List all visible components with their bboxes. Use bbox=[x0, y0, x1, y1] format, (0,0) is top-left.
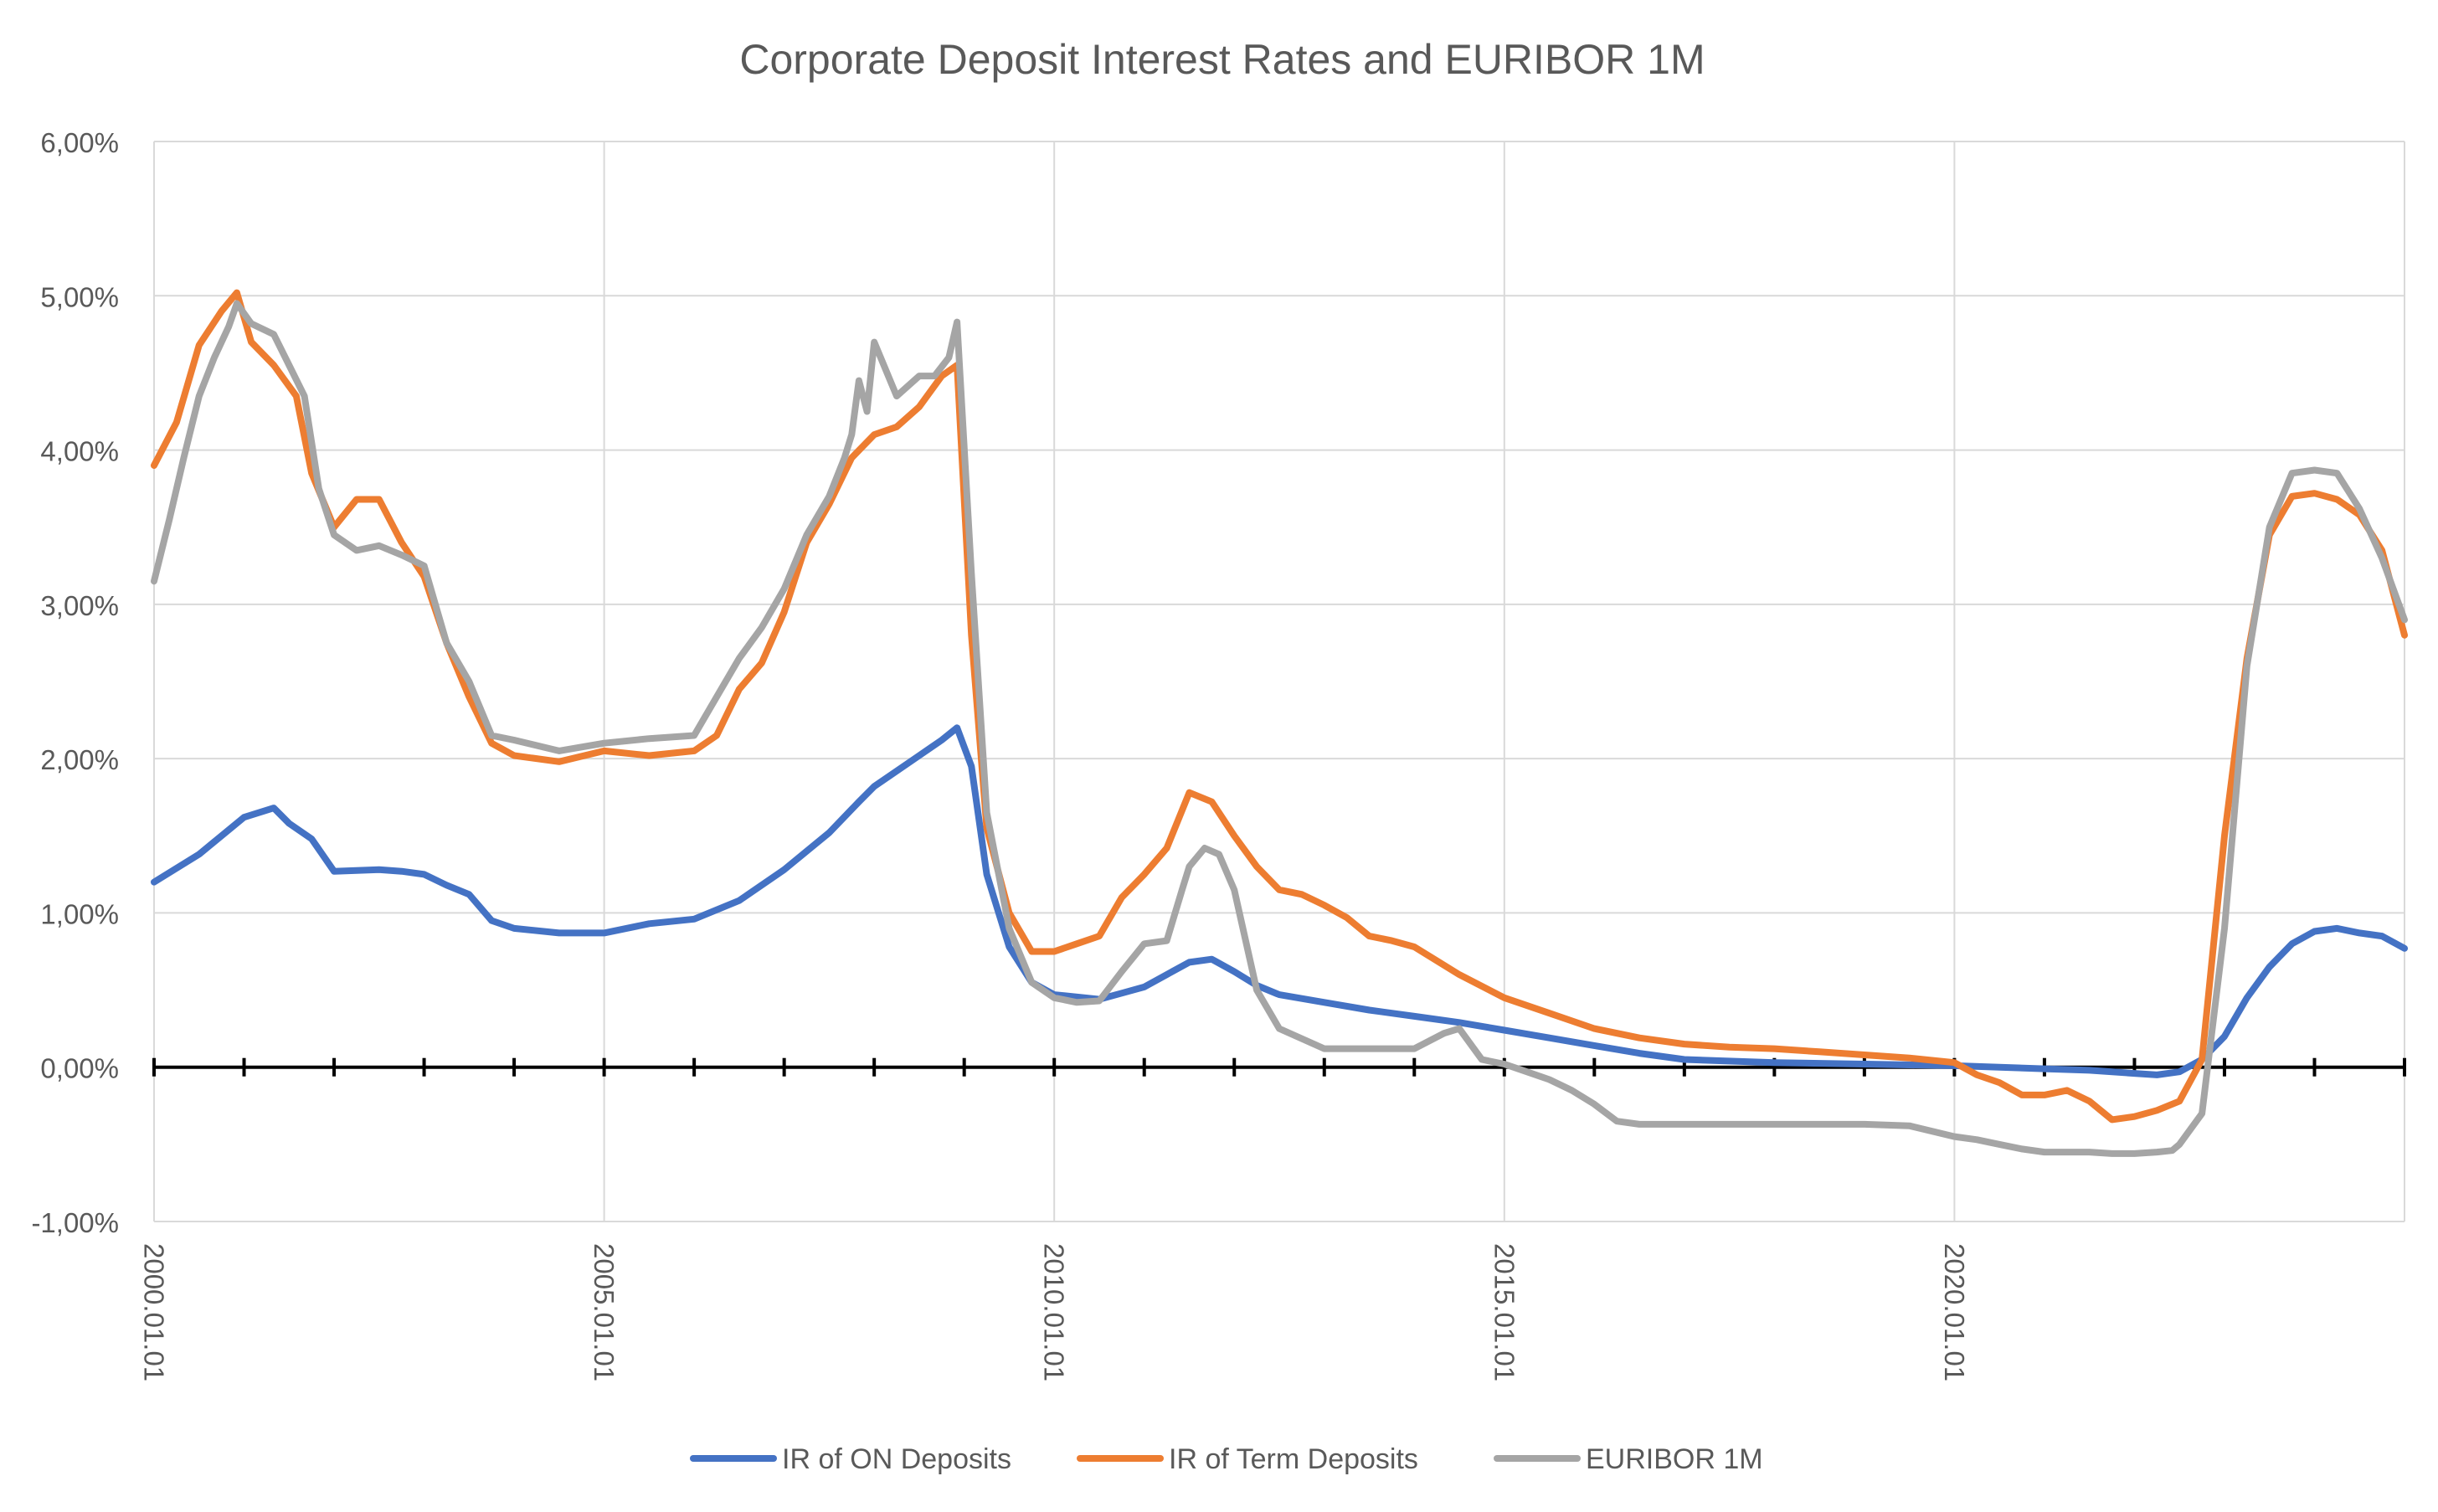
x-tick-label: 2000.01.01 bbox=[138, 1243, 169, 1381]
legend-label: EURIBOR 1M bbox=[1586, 1443, 1763, 1475]
y-tick-label: 3,00% bbox=[40, 590, 119, 621]
x-tick-label: 2020.01.01 bbox=[1939, 1243, 1970, 1381]
series-lines bbox=[151, 289, 2408, 1157]
legend-label: IR of Term Deposits bbox=[1169, 1443, 1418, 1475]
y-tick-label: 5,00% bbox=[40, 281, 119, 312]
y-tick-label: 4,00% bbox=[40, 436, 119, 467]
legend: IR of ON Deposits IR of Term Deposits EURI… bbox=[690, 1443, 1763, 1475]
legend-label: IR of ON Deposits bbox=[782, 1443, 1011, 1475]
y-tick-label: 6,00% bbox=[40, 127, 119, 158]
series-line-ir-of-on-deposits bbox=[151, 724, 2408, 1078]
x-tick-label: 2010.01.01 bbox=[1039, 1243, 1070, 1381]
chart-title: Corporate Deposit Interest Rates and EUR… bbox=[739, 36, 1705, 83]
y-tick-label: 0,00% bbox=[40, 1053, 119, 1084]
y-tick-label: -1,00% bbox=[31, 1207, 119, 1238]
y-tick-label: 1,00% bbox=[40, 898, 119, 929]
x-tick-label: 2015.01.01 bbox=[1489, 1243, 1520, 1381]
y-tick-label: 2,00% bbox=[40, 744, 119, 775]
series-line-euribor-1m bbox=[151, 300, 2408, 1157]
x-tick-label: 2005.01.01 bbox=[589, 1243, 620, 1381]
